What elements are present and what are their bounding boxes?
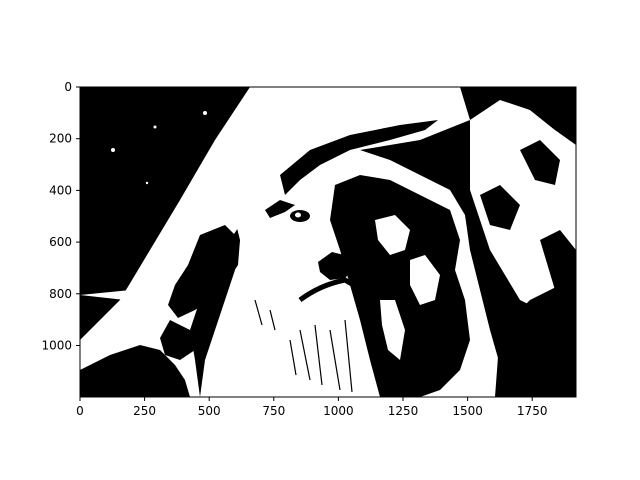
face-shadow — [330, 175, 470, 397]
right-mane-shadow-2 — [480, 185, 520, 230]
lion-mouth — [298, 277, 374, 303]
x-axis: 0 250 500 750 1000 1250 1500 1750 — [76, 397, 547, 418]
forehead-shadow — [280, 120, 438, 195]
light-spike — [80, 290, 130, 300]
x-tick-label: 500 — [198, 404, 221, 418]
y-tick-label: 400 — [49, 183, 72, 197]
y-tick-label: 0 — [64, 80, 72, 94]
x-tick-label: 1750 — [517, 404, 548, 418]
y-tick-label: 1000 — [41, 339, 72, 353]
face-highlight-3 — [380, 300, 405, 360]
right-mane-shadow-3 — [540, 230, 576, 290]
top-right-shadow — [500, 87, 576, 140]
face-highlight-2 — [410, 255, 440, 305]
image-plot — [80, 87, 576, 397]
lower-left-shadow — [80, 345, 190, 397]
face-highlight-1 — [375, 215, 410, 255]
left-mane-shadow — [168, 225, 240, 318]
right-mane-shadow-1 — [520, 140, 560, 185]
x-tick-label: 1500 — [452, 404, 483, 418]
background-specks — [111, 111, 207, 185]
y-tick-label: 200 — [49, 132, 72, 146]
lion-nose — [318, 252, 355, 280]
y-tick-label: 600 — [49, 235, 72, 249]
x-tick-label: 250 — [133, 404, 156, 418]
light-beam-shape — [80, 87, 470, 397]
y-tick-label: 800 — [49, 287, 72, 301]
fur-streaks — [254, 294, 396, 393]
x-tick-label: 1250 — [388, 404, 419, 418]
x-tick-label: 1000 — [323, 404, 354, 418]
y-axis: 0 200 400 600 800 1000 — [41, 80, 80, 353]
x-tick-label: 0 — [76, 404, 84, 418]
bottom-right-shadow — [495, 280, 576, 397]
brow-shadow — [265, 200, 295, 218]
x-tick-label: 750 — [262, 404, 285, 418]
eye-glint — [295, 212, 301, 218]
left-mane-shadow-2 — [160, 320, 195, 360]
